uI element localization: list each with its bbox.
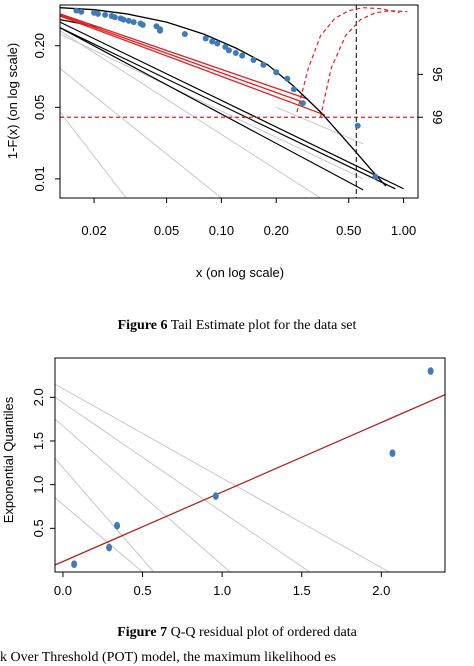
x-tick-label: 1.0 <box>213 583 231 598</box>
data-point <box>71 560 78 568</box>
right-axis-label: 99 <box>430 110 445 124</box>
data-point <box>273 69 280 76</box>
data-point <box>156 27 163 34</box>
profile-likelihood-curve-1 <box>319 10 408 118</box>
data-point <box>232 49 239 56</box>
figure-7-text: Q-Q residual plot of ordered data <box>167 625 357 640</box>
fitted-tail-curve <box>60 7 387 187</box>
y-tick-label: 0.5 <box>31 519 46 537</box>
y-tick-label: 2.0 <box>31 388 46 406</box>
data-point <box>114 521 121 530</box>
data-point <box>111 14 118 21</box>
x-tick-label: 0.05 <box>154 223 179 238</box>
data-point <box>102 11 109 18</box>
data-point <box>78 8 85 15</box>
y-tick-label: 0.01 <box>32 166 47 191</box>
data-point <box>73 7 80 14</box>
data-point <box>139 21 146 28</box>
x-tick-label: 1.5 <box>293 583 311 598</box>
grey-reference-line-0 <box>55 383 390 572</box>
y-axis-title: Exponential Quantiles <box>1 396 16 523</box>
data-point <box>106 543 113 552</box>
data-point <box>214 40 221 47</box>
figure-6-caption: Figure 6 Tail Estimate plot for the data… <box>0 318 474 334</box>
data-point <box>130 19 137 26</box>
y-tick-label: 1.0 <box>31 476 46 494</box>
x-tick-label: 0.02 <box>81 223 106 238</box>
data-point <box>94 10 101 17</box>
data-point <box>260 61 267 68</box>
data-point <box>299 100 306 107</box>
grey-reference-line-2 <box>55 418 231 572</box>
data-point <box>212 492 219 500</box>
plot-area <box>55 367 445 572</box>
grey-profile-line-3 <box>60 33 364 180</box>
grey-reference-line-1 <box>55 396 310 572</box>
x-tick-label: 0.50 <box>336 223 361 238</box>
y-tick-label: 1.5 <box>31 432 46 450</box>
y-tick-label: 0.20 <box>32 33 47 58</box>
figure-6-text: Tail Estimate plot for the data set <box>167 318 357 333</box>
plot-frame <box>54 357 446 573</box>
grey-reference-line-3 <box>55 458 155 572</box>
data-point <box>250 57 257 64</box>
red-tail-line-2 <box>60 15 326 116</box>
fit-line <box>55 394 445 566</box>
red-tail-line-0 <box>60 14 306 104</box>
black-ci-line-2 <box>60 27 364 191</box>
figure-canvas: 0.02 0.05 0.10 0.20 0.50 1.00 0.01 0.05 0.20 95 99… <box>1 4 446 598</box>
black-ci-line-0 <box>60 27 396 190</box>
grey-reference-line-4 <box>55 497 143 572</box>
tail-estimate-chart: 0.02 0.05 0.10 0.20 0.50 1.00 0.01 0.05 0.20 95 99… <box>5 4 445 280</box>
x-tick-label: 0.5 <box>134 583 152 598</box>
red-tail-line-1 <box>60 13 309 100</box>
data-point <box>209 38 216 45</box>
data-point <box>284 75 291 82</box>
data-point <box>239 52 246 59</box>
grey-profile-line-2 <box>60 111 127 198</box>
y-tick-label: 0.05 <box>32 95 47 120</box>
data-point <box>372 173 379 180</box>
data-point <box>125 17 132 24</box>
figure-6-label: Figure 6 <box>117 318 168 333</box>
figure-7-caption: Figure 7 Q-Q residual plot of ordered da… <box>0 625 474 641</box>
data-point <box>427 367 434 375</box>
x-tick-label: 0.20 <box>264 223 289 238</box>
data-point <box>354 122 361 129</box>
grey-profile-line-1 <box>60 68 222 198</box>
data-point <box>202 35 209 42</box>
data-point <box>120 16 127 23</box>
grey-profile-line-0 <box>60 30 321 198</box>
grey-profile-line-4 <box>276 106 364 145</box>
body-text-fragment: k Over Threshold (POT) model, the maximu… <box>0 650 337 665</box>
profile-likelihood-curve-0 <box>296 7 400 113</box>
x-tick-label: 1.00 <box>391 223 416 238</box>
data-point <box>290 86 297 93</box>
y-axis-title: 1-F(x) (on log scale) <box>5 43 20 159</box>
right-axis-label: 95 <box>430 67 445 81</box>
black-ci-line-1 <box>60 21 404 190</box>
data-point <box>389 449 396 458</box>
x-axis-title: x (on log scale) <box>196 265 284 280</box>
x-tick-label: 2.0 <box>372 583 390 598</box>
data-point <box>225 47 232 54</box>
qq-residual-chart: 0.0 0.5 1.0 1.5 2.0 0.5 1.0 1.5 2.0 Exponential Q… <box>1 357 446 598</box>
plot-frame <box>59 4 419 199</box>
data-point <box>181 31 188 38</box>
plot-area <box>60 5 418 198</box>
x-tick-label: 0.10 <box>209 223 234 238</box>
figure-7-label: Figure 7 <box>117 625 168 640</box>
x-tick-label: 0.0 <box>54 583 72 598</box>
